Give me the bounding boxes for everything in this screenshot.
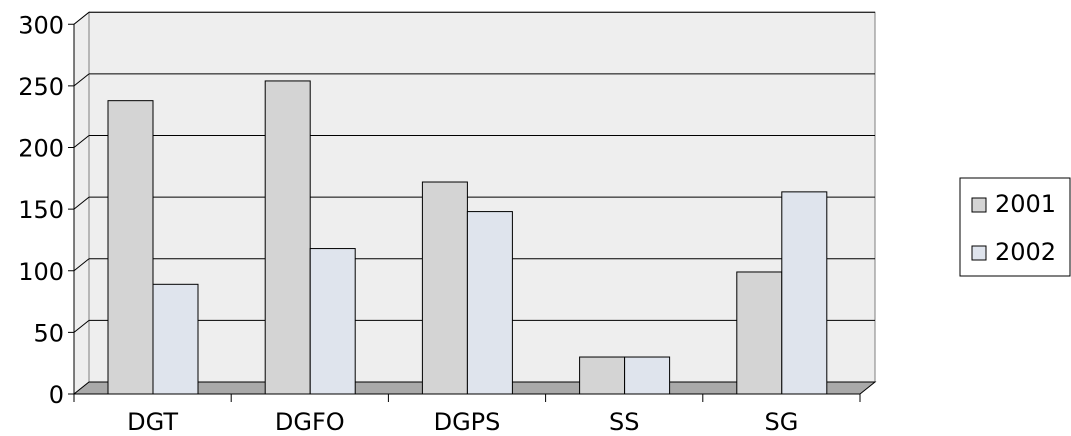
bar-2001-dgps: [421, 181, 468, 395]
bar-2001-dgfo: [264, 80, 311, 395]
gridline-diagonal: [73, 135, 90, 148]
x-tick-label: SS: [609, 408, 639, 436]
y-tick-label: 100: [18, 258, 64, 286]
gridline-diagonal: [73, 319, 90, 333]
legend: 2001 2002: [959, 177, 1071, 277]
x-tick-label: DGT: [127, 408, 178, 436]
bar-2001-sg: [736, 271, 783, 395]
gridline-diagonal: [73, 11, 90, 25]
y-tick-label: 200: [18, 135, 64, 163]
gridline-diagonal: [73, 258, 90, 272]
bar-2001-ss: [579, 356, 626, 395]
bar-2002-dgfo: [309, 248, 356, 395]
legend-label: 2001: [995, 190, 1056, 218]
legend-swatch: [971, 197, 987, 213]
bar-2002-dgt: [152, 283, 199, 395]
bar-2001-dgt: [107, 100, 154, 395]
y-tick-label: 300: [18, 11, 64, 39]
gridline-diagonal: [73, 73, 90, 87]
y-axis-tick-labels: 0 50 100 150 200 250 300: [18, 11, 64, 409]
x-tick-label: DGPS: [434, 408, 501, 436]
y-tick-label: 50: [33, 319, 64, 347]
y-tick-label: 250: [18, 73, 64, 101]
bars: [107, 80, 828, 395]
bar-2002-sg: [781, 191, 828, 395]
y-tick-label: 0: [49, 381, 64, 409]
legend-swatch: [971, 245, 987, 261]
bar-2002-dgps: [466, 211, 513, 395]
y-tick-label: 150: [18, 196, 64, 224]
x-tick-label: DGFO: [275, 408, 345, 436]
x-tick-label: SG: [764, 408, 798, 436]
x-axis-tick-labels: DGT DGFO DGPS SS SG: [127, 408, 798, 436]
bar-2002-ss: [624, 356, 671, 395]
gridline-diagonal: [73, 196, 90, 210]
legend-label: 2002: [995, 238, 1056, 266]
